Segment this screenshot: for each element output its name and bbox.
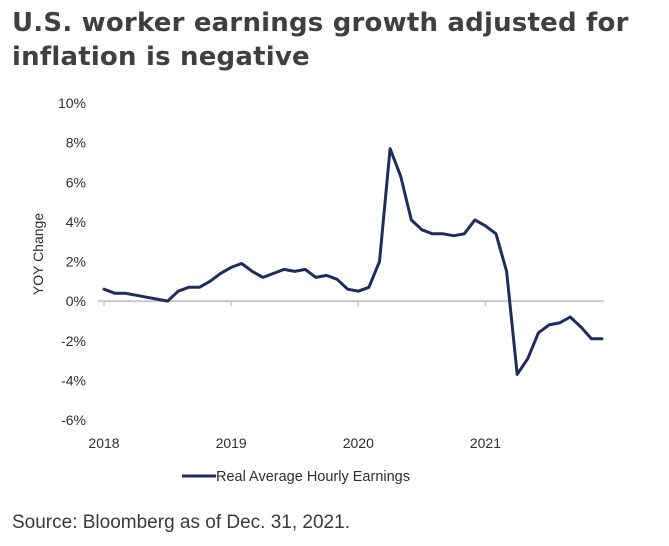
legend: Real Average Hourly Earnings	[182, 469, 410, 485]
series-line-real-average-hourly-earnings	[102, 147, 604, 376]
y-axis-label: YOY Change	[30, 213, 46, 295]
y-tick-label: -4%	[61, 372, 86, 388]
x-tick-label: 2019	[216, 435, 247, 451]
y-tick-label: 6%	[66, 174, 86, 190]
y-tick-label: 2%	[66, 254, 86, 270]
chart-title-line-1: U.S. worker earnings growth adjusted for	[12, 8, 629, 38]
x-tick-label: 2020	[343, 435, 374, 451]
y-axis-ticks: 10% 8% 6% 4% 2% 0% -2% -4% -6%	[58, 95, 86, 428]
source-note: Source: Bloomberg as of Dec. 31, 2021.	[12, 512, 350, 533]
chart-title: U.S. worker earnings growth adjusted for…	[12, 6, 657, 74]
y-tick-label: 0%	[66, 293, 86, 309]
y-tick-label: -2%	[61, 333, 86, 349]
y-tick-label: 10%	[58, 95, 86, 111]
y-tick-label: 4%	[66, 214, 86, 230]
x-tick-label: 2021	[470, 435, 501, 451]
x-axis-ticks: 2018 2019 2020 2021	[88, 301, 501, 451]
y-tick-label: -6%	[61, 412, 86, 428]
chart-title-line-2: inflation is negative	[12, 42, 310, 72]
series-layer	[102, 147, 604, 376]
legend-label-real-average-hourly-earnings: Real Average Hourly Earnings	[216, 469, 410, 485]
y-tick-label: 8%	[66, 135, 86, 151]
x-tick-label: 2018	[88, 435, 119, 451]
